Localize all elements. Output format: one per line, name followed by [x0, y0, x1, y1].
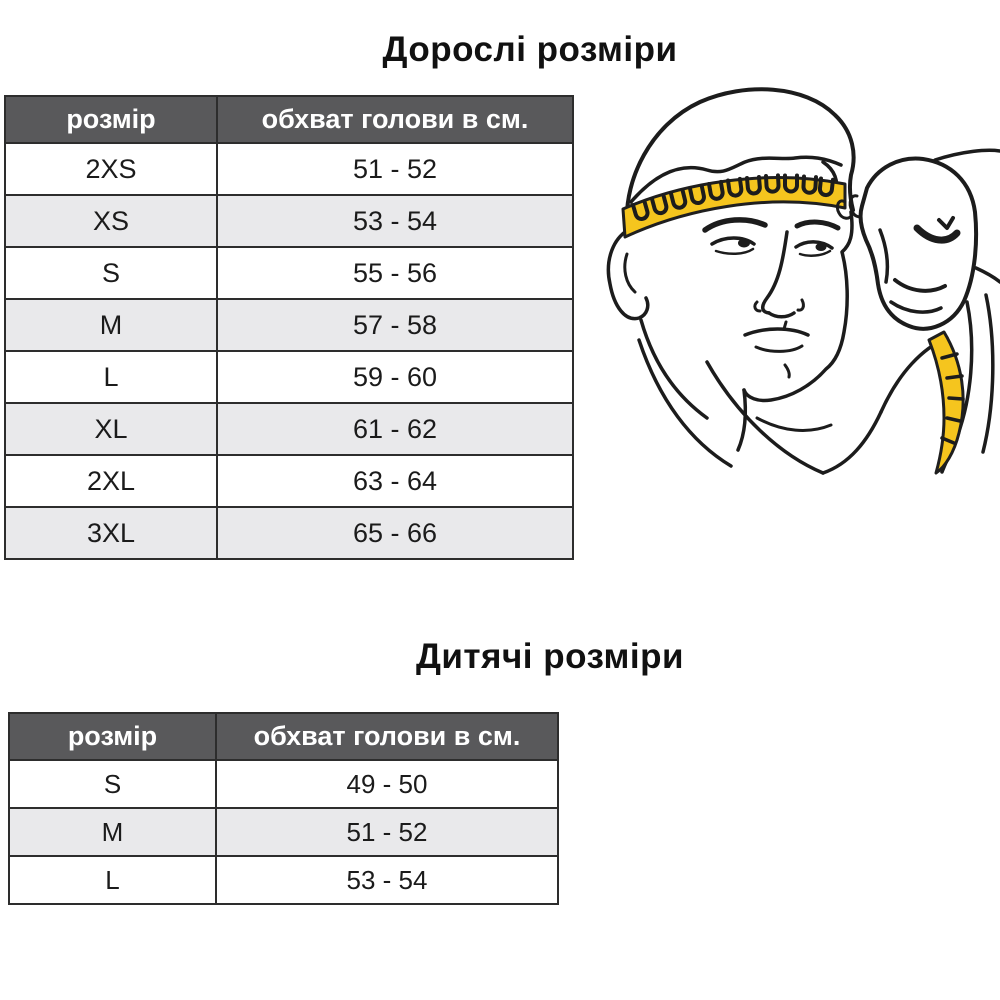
range-cell: 59 - 60 — [352, 361, 438, 392]
size-cell: 2XL — [6, 456, 218, 506]
kids-table-body: S 49 - 50 M 51 - 52 L 53 - 54 — [10, 759, 557, 903]
adult-header-size: розмір — [6, 97, 218, 142]
adult-table-body: 2XS 51 - 52 XS 53 - 54 S 55 - 56 M 57 - … — [6, 142, 572, 558]
size-cell: L — [6, 352, 218, 402]
adult-table-header-row: розмір обхват голови в см. — [6, 97, 572, 142]
kids-sizes-title: Дитячі розміри — [415, 637, 685, 676]
range-cell: 51 - 52 — [352, 153, 438, 184]
kids-header-circumference: обхват голови в см. — [253, 721, 521, 751]
size-cell: M — [6, 300, 218, 350]
range-cell: 65 - 66 — [352, 517, 438, 548]
size-cell: S — [6, 248, 218, 298]
size-cell: M — [10, 809, 217, 855]
range-cell: 53 - 54 — [346, 864, 428, 895]
neck-shoulders — [637, 336, 949, 475]
ear — [606, 230, 709, 420]
size-cell: 3XL — [6, 508, 218, 558]
table-row: L 53 - 54 — [10, 855, 557, 903]
table-row: 3XL 65 - 66 — [6, 506, 572, 558]
table-row: XS 53 - 54 — [6, 194, 572, 246]
measuring-tape-band — [621, 175, 847, 239]
kids-size-table: розмір обхват голови в см. S 49 - 50 M 5… — [8, 712, 559, 905]
kids-header-size: розмір — [10, 714, 217, 759]
range-cell: 57 - 58 — [352, 309, 438, 340]
range-cell: 55 - 56 — [352, 257, 438, 288]
size-cell: 2XS — [6, 144, 218, 194]
range-cell: 63 - 64 — [352, 465, 438, 496]
face-features — [702, 217, 841, 379]
adult-header-circumference: обхват голови в см. — [261, 104, 529, 134]
hand — [835, 148, 1000, 474]
range-cell: 61 - 62 — [352, 413, 438, 444]
size-cell: XL — [6, 404, 218, 454]
adult-sizes-title: Дорослі розміри — [382, 30, 678, 69]
hanging-tape-end — [927, 330, 965, 475]
size-cell: XS — [6, 196, 218, 246]
face-outline — [736, 210, 854, 452]
range-cell: 51 - 52 — [346, 816, 428, 847]
table-row: M 51 - 52 — [10, 807, 557, 855]
table-row: 2XS 51 - 52 — [6, 142, 572, 194]
size-cell: S — [10, 761, 217, 807]
head-measurement-illustration — [606, 87, 1000, 475]
adult-size-table: розмір обхват голови в см. 2XS 51 - 52 X… — [4, 95, 574, 560]
table-row: S 55 - 56 — [6, 246, 572, 298]
table-row: L 59 - 60 — [6, 350, 572, 402]
table-row: XL 61 - 62 — [6, 402, 572, 454]
kids-table-header-row: розмір обхват голови в см. — [10, 714, 557, 759]
table-row: M 57 - 58 — [6, 298, 572, 350]
range-cell: 53 - 54 — [352, 205, 438, 236]
size-cell: L — [10, 857, 217, 903]
table-row: S 49 - 50 — [10, 759, 557, 807]
table-row: 2XL 63 - 64 — [6, 454, 572, 506]
range-cell: 49 - 50 — [346, 768, 428, 799]
